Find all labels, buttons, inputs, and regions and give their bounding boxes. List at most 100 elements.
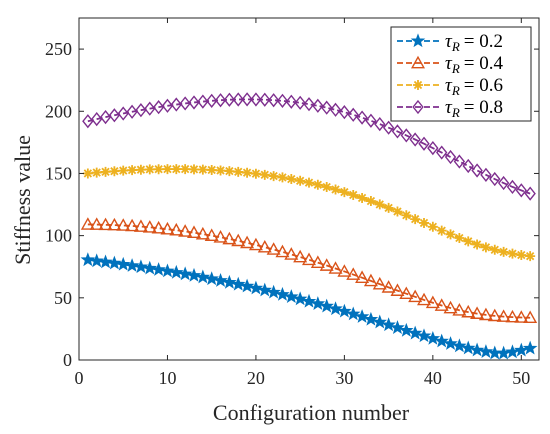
data-point [109,166,120,177]
data-point [275,286,290,301]
data-point [487,308,502,322]
data-point [275,244,290,258]
data-point [107,217,122,231]
data-point [329,102,342,117]
data-point [213,230,228,243]
data-point [206,164,217,175]
y-axis-label: Stiffness value [10,135,35,265]
data-point [480,167,492,182]
data-point [310,255,325,268]
legend-entry-4: τR = 0.8 [397,97,503,120]
data-point [180,164,191,175]
data-point [472,239,483,250]
data-point [169,222,184,236]
data-point [231,233,246,247]
data-point [489,171,501,187]
data-point [82,168,93,179]
data-point [142,260,158,275]
data-point [214,93,227,108]
data-point [162,164,173,175]
data-point [284,247,299,260]
data-point [407,325,423,340]
data-point [126,104,138,119]
x-tick-label: 50 [512,368,530,388]
data-point [339,187,350,198]
data-point [179,96,191,111]
data-point [417,292,431,306]
data-point [443,300,458,314]
data-point [80,252,96,267]
data-point [346,267,361,280]
data-point [223,92,236,107]
data-point [507,248,518,259]
series-3 [82,164,536,262]
data-point [337,303,352,318]
y-tick-label: 250 [45,39,72,59]
data-point [160,263,175,278]
data-point [372,314,388,329]
data-point [399,286,414,300]
data-point [80,217,95,230]
data-point [107,255,122,270]
data-point [330,184,341,195]
data-point [425,295,440,309]
data-point [357,192,368,203]
data-point [241,92,253,107]
x-tick-label: 40 [424,368,442,388]
data-point [452,303,467,316]
data-point [204,228,219,241]
data-point [89,217,104,230]
data-point [293,249,308,263]
data-point [250,168,261,179]
data-point [259,92,271,107]
y-tick-label: 150 [45,163,72,183]
data-point [224,166,235,177]
data-point [177,266,193,281]
data-point [515,183,528,198]
data-point [391,124,404,139]
data-point [189,164,199,175]
data-point [496,309,511,322]
data-point [401,210,412,221]
data-point [356,110,368,125]
data-point [98,254,113,269]
data-point [248,237,263,251]
legend-marker [410,33,426,48]
data-point [470,306,485,319]
data-point [115,256,131,271]
data-point [383,202,394,213]
data-point [133,219,148,232]
data-point [410,214,421,225]
data-point [257,239,272,253]
data-point [372,276,387,290]
data-point [98,217,113,231]
data-point [169,264,184,279]
data-point [321,182,332,193]
data-point [523,310,538,324]
data-point [453,154,466,169]
data-point [133,259,149,274]
data-point [259,169,270,180]
data-point [427,140,439,156]
data-point [505,309,520,323]
data-point [151,220,166,234]
y-tick-label: 50 [54,288,72,308]
data-point [142,220,157,233]
data-point [117,106,129,121]
y-tick-label: 200 [45,101,72,121]
data-point [197,164,208,175]
data-point [144,101,156,116]
data-point [354,309,370,323]
data-point [514,310,529,323]
data-point [363,273,378,287]
legend-marker [411,55,425,69]
data-point [248,280,264,295]
data-point [328,261,343,274]
data-point [151,262,166,276]
data-point [416,328,432,343]
data-point [525,251,536,262]
data-point [240,235,255,249]
data-point [338,105,351,120]
data-point [295,175,306,186]
data-point [434,333,449,348]
